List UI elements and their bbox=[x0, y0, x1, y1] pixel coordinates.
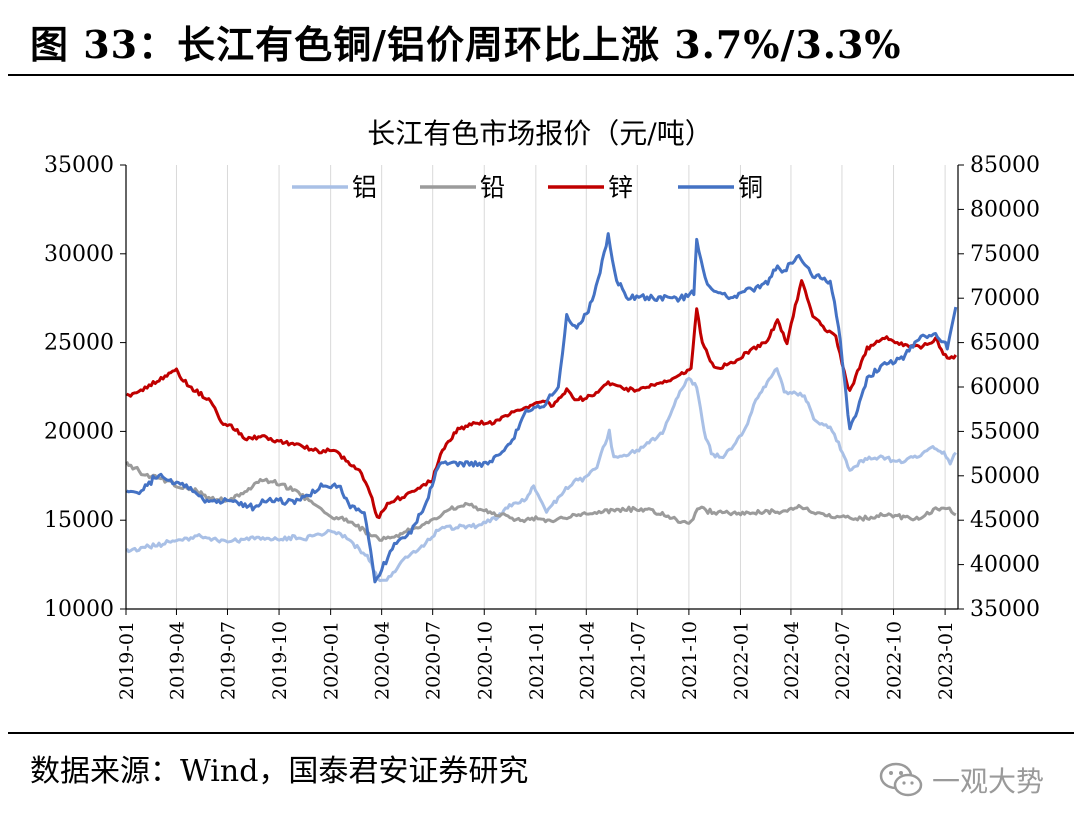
right-tick-label: 60000 bbox=[970, 375, 1040, 400]
right-tick-label: 65000 bbox=[970, 331, 1040, 356]
x-tick-label: 2022-07 bbox=[832, 621, 854, 700]
right-tick-label: 35000 bbox=[970, 597, 1040, 622]
left-tick-label: 10000 bbox=[44, 597, 114, 622]
chart: 长江有色市场报价（元/吨） 2019-01 2019-04 2019-07 2019-… bbox=[44, 117, 1040, 700]
source-rule bbox=[8, 732, 1074, 734]
x-tick-label: 2020-10 bbox=[474, 621, 496, 700]
right-tick-label: 75000 bbox=[970, 242, 1040, 267]
x-tick-label: 2020-04 bbox=[372, 621, 394, 700]
legend-label-3: 铜 bbox=[738, 173, 763, 202]
x-tick-label: 2021-04 bbox=[576, 621, 598, 700]
x-tick-label: 2019-07 bbox=[217, 621, 239, 700]
series-line-0 bbox=[125, 367, 957, 583]
x-tick-label: 2022-10 bbox=[884, 621, 906, 700]
x-tick-label: 2022-01 bbox=[730, 621, 752, 700]
x-tick-label: 2023-01 bbox=[935, 621, 957, 700]
right-tick-label: 55000 bbox=[970, 419, 1040, 444]
x-tick-label: 2022-04 bbox=[781, 621, 803, 700]
wechat-icon bbox=[879, 762, 923, 797]
legend-label-0: 铝 bbox=[352, 173, 377, 202]
legend-label-2: 锌 bbox=[608, 173, 633, 202]
left-tick-label: 30000 bbox=[44, 242, 114, 267]
left-tick-label: 35000 bbox=[44, 153, 114, 178]
series-line-2 bbox=[126, 279, 958, 520]
figure-title: 图 33：长江有色铜/铝价周环比上涨 3.7%/3.3% bbox=[30, 22, 902, 67]
x-tick-label: 2019-04 bbox=[166, 621, 188, 700]
legend-label-1: 铅 bbox=[480, 173, 505, 202]
right-tick-label: 40000 bbox=[970, 553, 1040, 578]
source-note: 数据来源：Wind，国泰君安证券研究 bbox=[30, 754, 529, 789]
series-line-1 bbox=[125, 460, 957, 542]
legend: 铝铅锌铜 bbox=[292, 173, 763, 202]
left-tick-label: 25000 bbox=[44, 331, 114, 356]
gridlines bbox=[125, 165, 946, 609]
right-tick-label: 45000 bbox=[970, 508, 1040, 533]
left-tick-label: 20000 bbox=[44, 419, 114, 444]
watermark: 一观大势 bbox=[878, 760, 1044, 800]
right-tick-label: 70000 bbox=[970, 286, 1040, 311]
right-tick-label: 50000 bbox=[970, 464, 1040, 489]
x-tick-label: 2020-07 bbox=[423, 621, 445, 700]
left-tick-label: 15000 bbox=[44, 508, 114, 533]
series-lines bbox=[125, 232, 958, 584]
axes: 2019-01 2019-04 2019-07 2019-10 2020-01 2020-… bbox=[44, 153, 1040, 700]
right-tick-label: 80000 bbox=[970, 197, 1040, 222]
watermark-text: 一观大势 bbox=[932, 765, 1045, 798]
x-tick-label: 2021-10 bbox=[679, 621, 701, 700]
title-rule bbox=[8, 74, 1074, 76]
x-tick-label: 2020-01 bbox=[321, 621, 343, 700]
right-tick-label: 85000 bbox=[970, 153, 1040, 178]
x-tick-label: 2019-01 bbox=[116, 621, 138, 700]
x-tick-label: 2021-07 bbox=[627, 621, 649, 700]
x-tick-label: 2021-01 bbox=[526, 621, 548, 700]
x-tick-label: 2019-10 bbox=[269, 621, 291, 700]
series-line-3 bbox=[126, 232, 958, 584]
chart-title: 长江有色市场报价（元/吨） bbox=[367, 117, 712, 150]
